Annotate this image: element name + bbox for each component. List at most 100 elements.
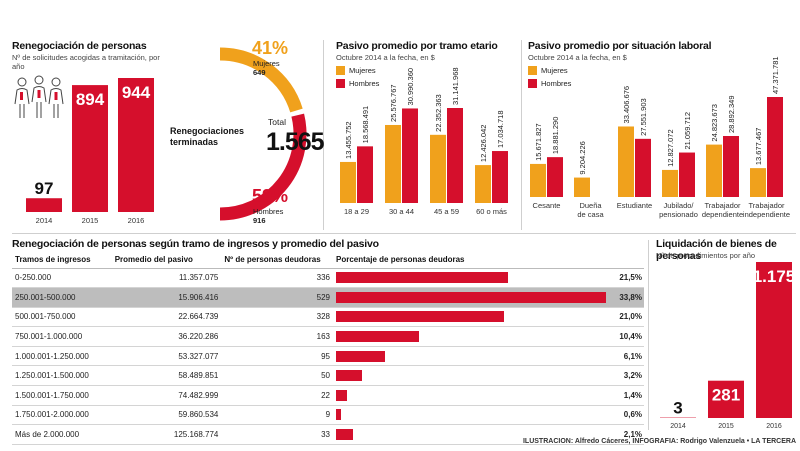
data-label: 25.576.767 xyxy=(389,84,398,122)
tick-label: 2015 xyxy=(718,423,734,430)
tick-label: Dueña xyxy=(579,201,602,210)
cell-pasivo: 11.357.075 xyxy=(111,268,222,289)
table-row: 1.750.001-2.000.000 59.860.534 9 0,6% xyxy=(12,405,644,426)
bar xyxy=(662,169,678,197)
cell-bar xyxy=(333,346,610,367)
table-row: Más de 2.000.000 125.168.774 33 2,1% xyxy=(12,424,644,445)
tick-label: 2014 xyxy=(36,216,53,225)
cell-pasivo: 15.906.416 xyxy=(111,287,222,308)
cell-tramo: 1.750.001-2.000.000 xyxy=(12,405,112,426)
hombres-pct: 59% xyxy=(252,186,289,206)
laboral-legend-mujeres: Mujeres xyxy=(528,66,568,75)
cell-bar xyxy=(333,287,610,308)
legend-label: Hombres xyxy=(541,79,572,88)
tick-label: 18 a 29 xyxy=(344,207,369,216)
data-label: 894 xyxy=(76,90,105,109)
data-label: 15.671.827 xyxy=(534,123,543,161)
bar xyxy=(402,108,418,203)
cell-percent: 33,8% xyxy=(609,287,644,308)
data-label: 21.059.712 xyxy=(683,112,692,150)
table-header: Tramos de ingresos xyxy=(12,252,112,269)
bar xyxy=(708,380,744,418)
tick-label: 30 a 44 xyxy=(389,207,414,216)
data-label: 24.823.673 xyxy=(710,104,719,142)
data-label: 18.568.491 xyxy=(361,106,370,144)
cell-bar xyxy=(333,326,610,347)
cell-bar xyxy=(333,424,610,445)
cell-percent: 1,4% xyxy=(609,385,644,406)
donut-total-label: Total xyxy=(268,117,286,127)
legend-swatch-orange xyxy=(528,66,537,75)
credit-line: ILUSTRACION: Alfredo Cáceres, INFOGRAFIA… xyxy=(522,438,796,445)
slice xyxy=(219,47,303,113)
bar xyxy=(357,146,373,203)
cell-tramo: 1.000.001-1.250.000 xyxy=(12,346,112,367)
reneg-subtitle: Nº de solicitudes acogidas a tramitación… xyxy=(12,53,160,71)
laboral-bar-chart: 15.671.827 18.881.290 Cesante 9.204.226 Dueñ… xyxy=(530,56,790,219)
table-row: 1.500.001-1.750.000 74.482.999 22 1,4% xyxy=(12,385,644,406)
cell-tramo: 1.250.001-1.500.000 xyxy=(12,365,112,387)
hombres-label: Hombres xyxy=(253,207,284,216)
cell-percent: 21,5% xyxy=(609,268,644,289)
legend-swatch-red xyxy=(528,79,537,88)
data-label: 17.034.718 xyxy=(496,110,505,148)
laboral-title: Pasivo promedio por situación laboral xyxy=(528,40,712,52)
donut-chart xyxy=(219,47,307,221)
cell-personas: 163 xyxy=(221,326,334,347)
mujeres-count: 649 xyxy=(253,68,266,77)
hombres-count: 916 xyxy=(253,216,266,225)
cell-pasivo: 36.220.286 xyxy=(111,326,222,347)
data-label: 47.371.781 xyxy=(771,56,780,94)
ingresos-table: Tramos de ingresos Promedio del pasivo N… xyxy=(12,252,644,445)
cell-pasivo: 58.489.851 xyxy=(111,365,222,387)
cell-tramo: 1.500.001-1.750.000 xyxy=(12,385,112,406)
edad-legend-hombres: Hombres xyxy=(336,79,379,88)
edad-title: Pasivo promedio por tramo etario xyxy=(336,40,498,52)
data-label: 27.551.903 xyxy=(639,98,648,136)
tick-label: 45 a 59 xyxy=(434,207,459,216)
table-header xyxy=(609,252,644,269)
percent-bar xyxy=(336,272,508,284)
data-label: 12.827.072 xyxy=(666,129,675,167)
bar xyxy=(767,97,783,197)
tick-label: independiente xyxy=(743,210,790,219)
bar xyxy=(547,157,563,197)
percent-bar xyxy=(336,331,420,343)
data-label: 97 xyxy=(35,179,54,198)
data-label: 30.990.360 xyxy=(406,68,415,106)
cell-pasivo: 74.482.999 xyxy=(111,385,222,406)
table-header: Porcentaje de personas deudoras xyxy=(333,252,610,269)
percent-bar xyxy=(336,389,348,401)
cell-tramo: 0-250.000 xyxy=(12,268,112,289)
tick-label: pensionado xyxy=(659,210,698,219)
cell-bar xyxy=(333,385,610,406)
bar xyxy=(72,85,108,212)
data-label: 33.406.676 xyxy=(622,86,631,124)
data-label: 18.881.290 xyxy=(551,117,560,155)
tick-label: de casa xyxy=(577,210,604,219)
percent-bar xyxy=(336,409,341,421)
cell-pasivo: 53.327.077 xyxy=(111,346,222,367)
cell-bar xyxy=(333,365,610,387)
tick-label: 60 o más xyxy=(476,207,507,216)
cell-percent: 2,1% xyxy=(609,424,644,445)
table-row: 1.250.001-1.500.000 58.489.851 50 3,2% xyxy=(12,365,644,387)
bar xyxy=(340,161,356,203)
data-label: 13.455.752 xyxy=(344,121,353,159)
tick-label: Trabajador xyxy=(749,201,785,210)
bar xyxy=(530,163,546,197)
tabla-title: Renegociación de personas según tramo de… xyxy=(12,238,379,250)
tick-label: dependiente xyxy=(702,210,743,219)
tick-label: Jubilado/ xyxy=(663,201,694,210)
bar xyxy=(385,124,401,203)
liquidacion-bar-chart: 3 2014 281 2015 1.175 2016 xyxy=(660,262,795,430)
data-label: 944 xyxy=(122,83,151,102)
data-label: 31.141.968 xyxy=(451,67,460,105)
bar xyxy=(679,152,695,197)
bar xyxy=(750,168,766,197)
cell-pasivo: 125.168.774 xyxy=(111,424,222,445)
cell-bar xyxy=(333,268,610,289)
tick-label: 2016 xyxy=(128,216,145,225)
edad-bar-chart: 13.455.752 18.568.491 18 a 29 25.576.767 30.… xyxy=(340,67,508,216)
cell-personas: 95 xyxy=(221,346,334,367)
